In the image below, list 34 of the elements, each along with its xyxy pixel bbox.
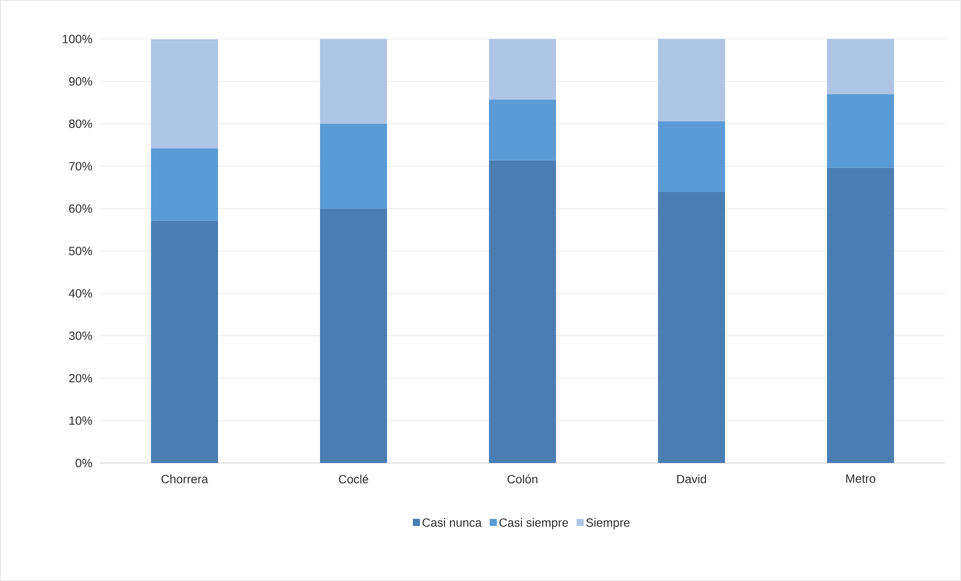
bar	[489, 100, 556, 160]
bar	[151, 148, 218, 221]
y-tick-label: 90%	[69, 77, 92, 86]
bar	[151, 39, 218, 148]
legend-label: Siempre	[586, 518, 630, 530]
y-tick-label: 100%	[62, 34, 92, 44]
bar	[489, 160, 556, 463]
bar	[489, 38, 556, 100]
x-tick-label: Metro	[846, 474, 876, 483]
bar	[320, 208, 388, 463]
y-tick-label: 70%	[69, 162, 92, 170]
y-tick-label: 0%	[76, 458, 92, 468]
bar	[151, 220, 218, 463]
bar	[320, 38, 388, 124]
bar	[827, 38, 894, 94]
x-tick-label: Colón	[508, 474, 538, 484]
y-tick-label: 40%	[68, 289, 92, 298]
y-tick-label: 80%	[69, 120, 92, 128]
y-tick-label: 30%	[69, 332, 92, 340]
x-tick-label: Coclé	[338, 474, 368, 484]
bar	[827, 168, 894, 463]
bar	[827, 94, 894, 168]
bar	[658, 192, 726, 463]
legend-label: Casi nunca	[422, 518, 482, 527]
y-tick-label: 60%	[69, 204, 92, 213]
x-tick-label: Chorrera	[162, 474, 208, 484]
bar	[320, 124, 388, 209]
bar	[658, 121, 726, 192]
y-tick-label: 20%	[69, 374, 92, 382]
bar	[658, 38, 726, 122]
legend-label: Casi siempre	[499, 518, 568, 530]
y-tick-label: 10%	[69, 416, 92, 425]
x-tick-label: David	[677, 474, 706, 484]
y-tick-label: 50%	[69, 246, 92, 256]
